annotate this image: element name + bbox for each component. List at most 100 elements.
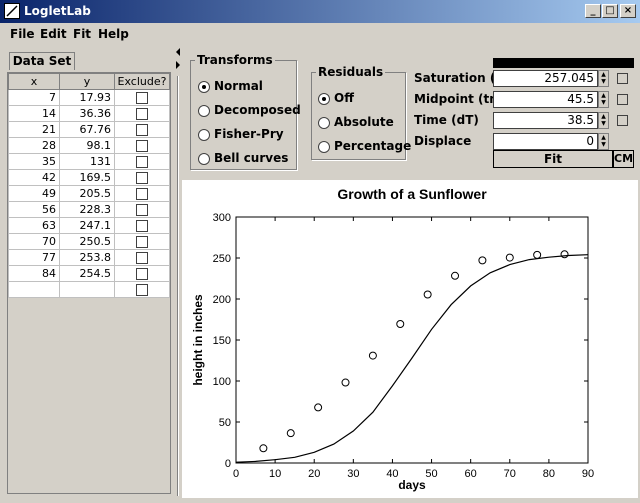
x-tick-label: 10 xyxy=(269,468,281,480)
table-row[interactable]: 21 67.76 xyxy=(8,121,170,138)
cell-exclude xyxy=(114,265,170,282)
param-value-input[interactable]: 38.5 xyxy=(493,112,598,129)
cell-x[interactable]: 28 xyxy=(8,137,60,154)
exclude-checkbox[interactable] xyxy=(136,252,148,264)
cell-y[interactable]: 17.93 xyxy=(59,89,115,106)
exclude-checkbox[interactable] xyxy=(136,268,148,280)
exclude-checkbox[interactable] xyxy=(136,236,148,248)
spinner-arrows-icon[interactable]: ▲ ▼ xyxy=(598,133,609,150)
panel-splitter[interactable] xyxy=(174,46,182,498)
maximize-button[interactable]: □ xyxy=(602,4,618,18)
exclude-checkbox[interactable] xyxy=(136,284,148,296)
minimize-button[interactable]: _ xyxy=(585,4,601,18)
cell-y[interactable] xyxy=(59,281,115,298)
exclude-checkbox[interactable] xyxy=(136,92,148,104)
radio-button-icon[interactable] xyxy=(318,93,330,105)
close-button[interactable]: × xyxy=(620,4,636,18)
residuals-option-percentage[interactable]: Percentage xyxy=(318,139,412,154)
cell-exclude xyxy=(114,281,170,298)
menu-file[interactable]: File xyxy=(10,27,35,41)
param-value-input[interactable]: 257.045 xyxy=(493,70,598,87)
table-row[interactable]: 77 253.8 xyxy=(8,249,170,266)
cell-y[interactable]: 98.1 xyxy=(59,137,115,154)
fit-button[interactable]: Fit xyxy=(493,150,613,168)
column-header-x[interactable]: x xyxy=(8,73,60,90)
cell-x[interactable]: 7 xyxy=(8,89,60,106)
cell-x[interactable]: 14 xyxy=(8,105,60,122)
cell-y[interactable]: 205.5 xyxy=(59,185,115,202)
cell-x[interactable]: 84 xyxy=(8,265,60,282)
transforms-option-decomposed[interactable]: Decomposed xyxy=(198,103,301,118)
transforms-option-bell-curves[interactable]: Bell curves xyxy=(198,151,288,166)
exclude-checkbox[interactable] xyxy=(136,124,148,136)
cell-y[interactable]: 67.76 xyxy=(59,121,115,138)
table-row[interactable]: 42 169.5 xyxy=(8,169,170,186)
exclude-checkbox[interactable] xyxy=(136,140,148,152)
cell-y[interactable]: 228.3 xyxy=(59,201,115,218)
residuals-option-off[interactable]: Off xyxy=(318,91,408,106)
radio-button-icon[interactable] xyxy=(318,141,330,153)
table-row[interactable]: 63 247.1 xyxy=(8,217,170,234)
cell-x[interactable]: 70 xyxy=(8,233,60,250)
cell-exclude xyxy=(114,121,170,138)
table-row[interactable]: 49 205.5 xyxy=(8,185,170,202)
exclude-checkbox[interactable] xyxy=(136,108,148,120)
menu-fit[interactable]: Fit xyxy=(73,27,92,41)
exclude-checkbox[interactable] xyxy=(136,188,148,200)
cell-x[interactable]: 49 xyxy=(8,185,60,202)
param-lock-checkbox[interactable] xyxy=(617,115,628,126)
cell-y[interactable]: 36.36 xyxy=(59,105,115,122)
cell-y[interactable]: 131 xyxy=(59,153,115,170)
cell-y[interactable]: 254.5 xyxy=(59,265,115,282)
table-row[interactable]: 7 17.93 xyxy=(8,89,170,106)
table-row[interactable] xyxy=(8,281,170,298)
table-row[interactable]: 70 250.5 xyxy=(8,233,170,250)
radio-button-icon[interactable] xyxy=(198,153,210,165)
cell-y[interactable]: 247.1 xyxy=(59,217,115,234)
residuals-title: Residuals xyxy=(316,65,386,79)
table-row[interactable]: 84 254.5 xyxy=(8,265,170,282)
cell-x[interactable]: 56 xyxy=(8,201,60,218)
spinner-arrows-icon[interactable]: ▲ ▼ xyxy=(598,112,609,129)
radio-button-icon[interactable] xyxy=(318,117,330,129)
radio-button-icon[interactable] xyxy=(198,105,210,117)
column-header-exclude[interactable]: Exclude? xyxy=(114,73,170,90)
cell-x[interactable]: 63 xyxy=(8,217,60,234)
cm-button[interactable]: CM xyxy=(613,150,634,168)
table-row[interactable]: 28 98.1 xyxy=(8,137,170,154)
exclude-checkbox[interactable] xyxy=(136,172,148,184)
table-row[interactable]: 14 36.36 xyxy=(8,105,170,122)
cell-x[interactable]: 21 xyxy=(8,121,60,138)
cell-y[interactable]: 169.5 xyxy=(59,169,115,186)
exclude-checkbox[interactable] xyxy=(136,156,148,168)
spinner-arrows-icon[interactable]: ▲ ▼ xyxy=(598,91,609,108)
param-lock-checkbox[interactable] xyxy=(617,73,628,84)
radio-button-icon[interactable] xyxy=(198,129,210,141)
menu-edit[interactable]: Edit xyxy=(40,27,67,41)
table-row[interactable]: 56 228.3 xyxy=(8,201,170,218)
tab-data-set[interactable]: Data Set xyxy=(9,52,75,70)
menu-help[interactable]: Help xyxy=(98,27,129,41)
param-value-input[interactable]: 0 xyxy=(493,133,598,150)
cell-x[interactable] xyxy=(8,281,60,298)
table-row[interactable]: 35 131 xyxy=(8,153,170,170)
window-title: LogletLab xyxy=(24,4,91,18)
param-lock-checkbox[interactable] xyxy=(617,94,628,105)
cell-x[interactable]: 77 xyxy=(8,249,60,266)
cell-exclude xyxy=(114,249,170,266)
radio-button-icon[interactable] xyxy=(198,81,210,93)
param-value-input[interactable]: 45.5 xyxy=(493,91,598,108)
exclude-checkbox[interactable] xyxy=(136,220,148,232)
transforms-option-fisher-pry[interactable]: Fisher-Pry xyxy=(198,127,288,142)
cell-y[interactable]: 250.5 xyxy=(59,233,115,250)
exclude-checkbox[interactable] xyxy=(136,204,148,216)
cell-x[interactable]: 42 xyxy=(8,169,60,186)
y-tick-label: 0 xyxy=(225,458,231,470)
spinner-arrows-icon[interactable]: ▲ ▼ xyxy=(598,70,609,87)
residuals-option-absolute[interactable]: Absolute xyxy=(318,115,408,130)
cell-x[interactable]: 35 xyxy=(8,153,60,170)
transforms-option-normal[interactable]: Normal xyxy=(198,79,288,94)
column-header-y[interactable]: y xyxy=(59,73,115,90)
residuals-option-label: Percentage xyxy=(334,139,412,153)
cell-y[interactable]: 253.8 xyxy=(59,249,115,266)
